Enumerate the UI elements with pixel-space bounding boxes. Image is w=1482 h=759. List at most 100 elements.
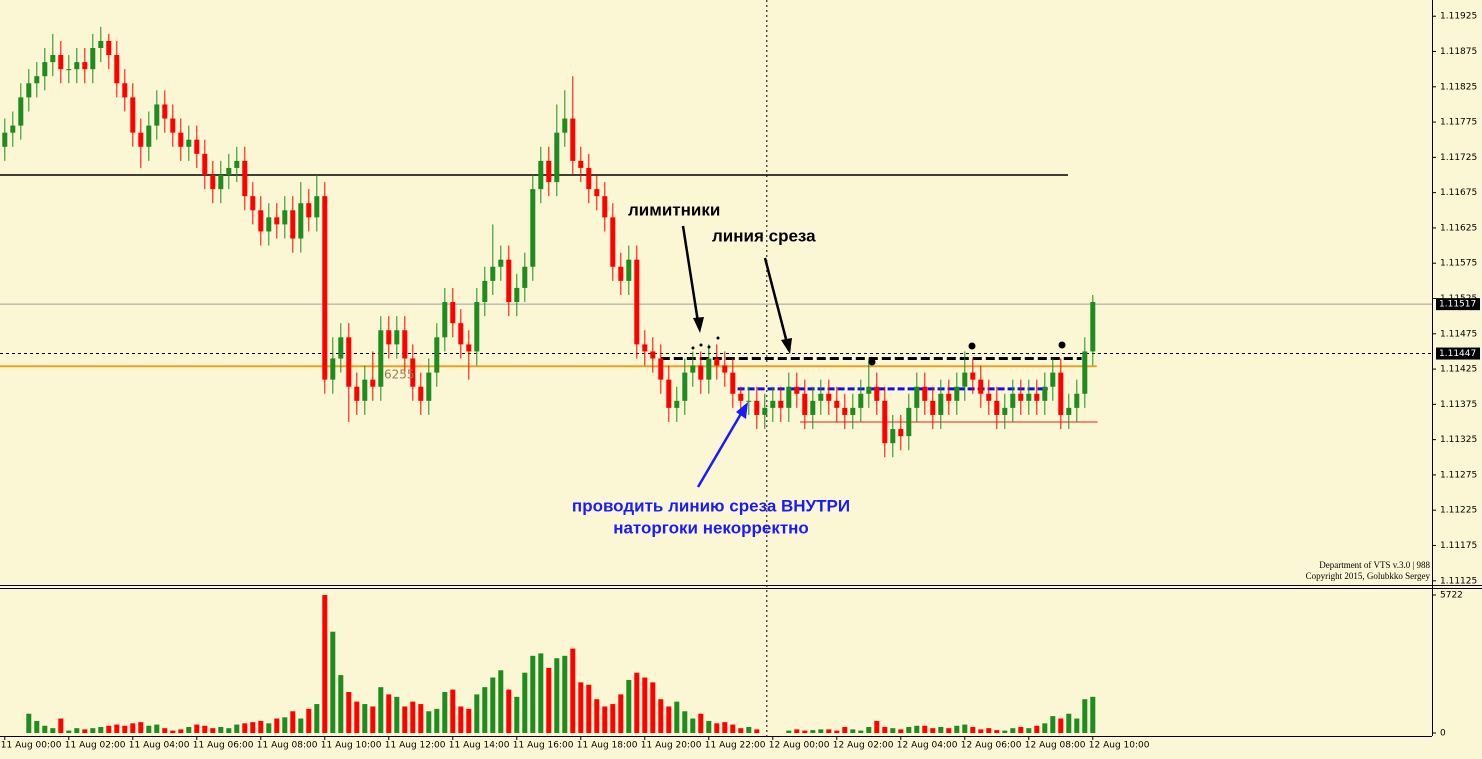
volume-bar (650, 682, 656, 733)
y-tick-label: 1.11575 (1440, 259, 1477, 269)
candle-body (346, 337, 352, 387)
volume-bar (322, 595, 328, 733)
candle-body (90, 47, 96, 70)
candle-body (466, 344, 472, 352)
candle-body (290, 210, 296, 239)
volume-bar (562, 655, 568, 733)
candle-body (242, 160, 248, 197)
x-tick-label: 11 Aug 12:00 (385, 741, 446, 751)
candle-body (378, 330, 384, 387)
volume-bar (410, 701, 416, 733)
volume-bar (98, 726, 104, 733)
candle-body (2, 132, 8, 147)
candle-body (122, 83, 128, 98)
candle-body (74, 62, 80, 70)
volume-bar (642, 677, 648, 733)
candle-body (1018, 393, 1024, 401)
y-tick-label: 1.11875 (1440, 47, 1477, 57)
candle-body (186, 139, 192, 147)
candle-body (418, 386, 424, 401)
candle-body (474, 302, 480, 352)
candle-body (130, 97, 136, 133)
volume-bar (210, 728, 216, 733)
volume-bar (498, 670, 504, 733)
arrows (681, 225, 1066, 488)
annotation: лимитники (628, 200, 720, 219)
candle-body (210, 175, 216, 190)
volume-bar (938, 726, 944, 733)
volume-bar (930, 728, 936, 733)
volume-bar (202, 725, 208, 733)
volume-bar (626, 679, 632, 733)
candle-body (730, 372, 736, 394)
volume-bar (378, 687, 384, 733)
volume-bar (1050, 716, 1056, 733)
volume-bar (922, 725, 928, 733)
volume-bar (858, 730, 864, 733)
volume-bar (634, 672, 640, 733)
x-tick-label: 11 Aug 18:00 (577, 741, 638, 751)
x-tick-label: 11 Aug 20:00 (641, 741, 702, 751)
annotation: проводить линию среза ВНУТРИ (572, 496, 850, 515)
candle-body (914, 386, 920, 408)
volume-bar (82, 729, 88, 733)
candle-body (546, 160, 552, 183)
volume-bar (386, 694, 392, 733)
volume-bar (282, 717, 288, 733)
volume-bar (658, 699, 664, 733)
y-tick-label: 1.11125 (1440, 576, 1477, 586)
candle-body (1082, 351, 1088, 394)
volume-bar (586, 684, 592, 733)
volume-bar (466, 708, 472, 733)
volume-bar (826, 729, 832, 733)
volume-bar (338, 675, 344, 733)
volume-bar (434, 708, 440, 733)
volume-bar (754, 729, 760, 733)
volume-bar (546, 667, 552, 733)
candle-body (746, 400, 752, 402)
volume-bar (674, 701, 680, 733)
candle-body (834, 400, 840, 408)
candle-body (1034, 393, 1040, 401)
volume-bar (1066, 713, 1072, 733)
marker-dot (699, 343, 703, 347)
volume-bar (154, 724, 160, 733)
candle-body (666, 379, 672, 408)
candle-body (106, 40, 112, 56)
volume-bar (890, 728, 896, 733)
volume-bar (986, 728, 992, 733)
candle-body (330, 358, 336, 380)
y-tick-label: 1.11625 (1440, 223, 1477, 233)
volume-bar (90, 728, 96, 733)
footer: Department of VTS v.3.0 | 988 (1319, 560, 1430, 570)
candle-body (338, 337, 344, 359)
candle-body (722, 365, 728, 373)
candle-body (170, 118, 176, 133)
marker-dot (691, 346, 695, 350)
candle-body (674, 400, 680, 408)
volume-bar (1026, 728, 1032, 733)
volume-bar (362, 704, 368, 733)
candle-body (538, 160, 544, 190)
volume-bar (962, 724, 968, 733)
price-marker-label: 1.11447 (1439, 349, 1476, 359)
volume-bar (266, 723, 272, 733)
volume-bar (314, 704, 320, 733)
volume-bar (722, 722, 728, 733)
candle-body (18, 97, 24, 126)
volume-bar (994, 730, 1000, 733)
candle-body (98, 40, 104, 48)
profile-label: 6255 (384, 368, 415, 382)
volume-bar (522, 672, 528, 733)
volume-bar (834, 730, 840, 733)
candle-body (490, 266, 496, 281)
volume-bar (186, 726, 192, 733)
volume-bar (1058, 718, 1064, 733)
volume-bar (242, 723, 248, 733)
candle-body (314, 196, 320, 218)
volume-bar (290, 711, 296, 733)
volume-bar (554, 658, 560, 733)
volume-bar (1002, 730, 1008, 733)
volume-bar (978, 729, 984, 733)
